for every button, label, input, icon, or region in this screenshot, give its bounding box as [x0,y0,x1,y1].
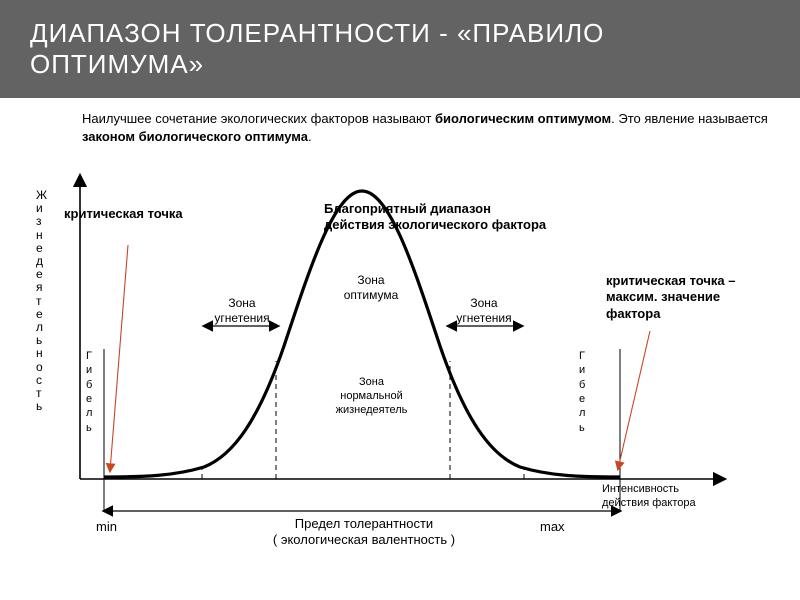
tol2: ( экологическая валентность ) [273,532,455,547]
suppression-right-label: Зона угнетения [449,296,519,326]
intro-mid: . Это явление называется [611,111,768,126]
intro-text: Наилучшее сочетание экологических фактор… [82,110,776,145]
tol1: Предел толерантности [295,516,433,531]
favorable-range-label: Благоприятный диапазон действия экологич… [324,201,554,234]
tolerance-label: Предел толерантности ( экологическая вал… [234,516,494,549]
optimum-zone-label: Зона оптимума [331,273,411,303]
critical-point-right-label: критическая точка – максим. значение фак… [606,273,766,322]
slide-title: ДИАПАЗОН ТОЛЕРАНТНОСТИ - «ПРАВИЛО ОПТИМУ… [0,0,800,98]
tolerance-diagram: Жизнедеятельность критическая точка Благ… [24,151,784,581]
int1: Интенсивность [602,483,679,495]
suppression-left-label: Зона угнетения [207,296,277,326]
slide-content: Наилучшее сочетание экологических фактор… [0,98,800,581]
min-label: min [96,519,117,535]
death-right-label: Гибель [579,349,585,435]
nz3: жизнедеятель [336,404,408,416]
intro-term2: законом биологического оптимума [82,129,308,144]
intro-term1: биологическим оптимумом [435,111,611,126]
int2: действия фактора [602,497,696,509]
death-left-label: Гибель [86,349,92,435]
critical-point-left-label: критическая точка [64,206,194,222]
max-label: max [540,519,565,535]
x-axis-label: Интенсивность действия фактора [602,483,742,511]
nz2: нормальной [340,390,402,402]
y-axis-label: Жизнедеятельность [36,189,47,413]
normal-zone-label: Зона нормальной жизнедеятель [324,376,419,417]
intro-post: . [308,129,312,144]
intro-pre: Наилучшее сочетание экологических фактор… [82,111,435,126]
nz1: Зона [359,376,384,388]
